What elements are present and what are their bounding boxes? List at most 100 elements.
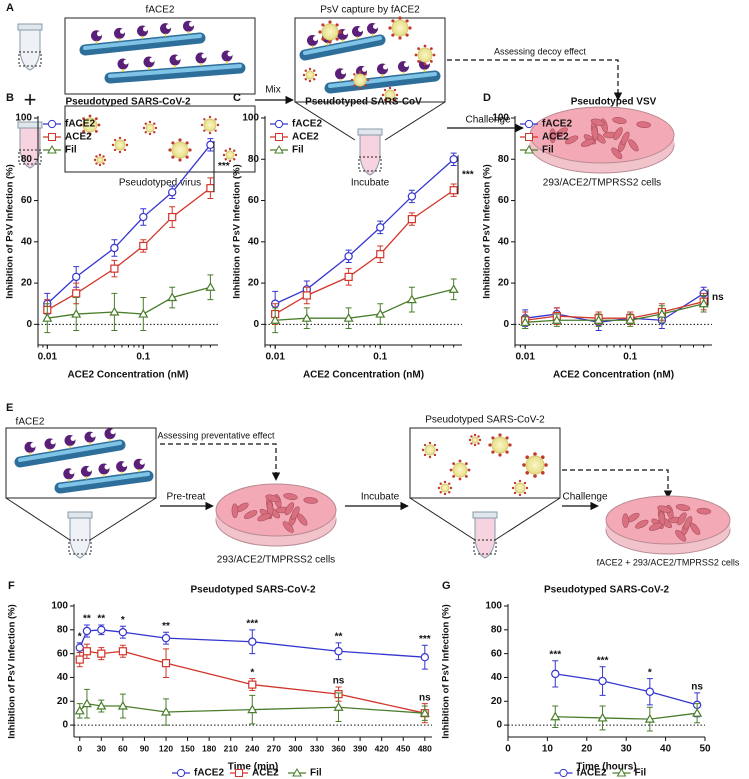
- x-tick-label: 0.1: [136, 352, 150, 363]
- spike: [171, 141, 175, 145]
- y-tick-label: 0: [496, 720, 502, 731]
- receptor-notch: [90, 432, 96, 438]
- spike: [428, 441, 432, 445]
- virion: [305, 70, 315, 80]
- panel-letter: G: [442, 580, 451, 592]
- tube: [67, 511, 93, 559]
- chart-title: Pseudotyped SARS-CoV: [305, 97, 422, 108]
- significance-label: ns: [419, 692, 431, 703]
- x-tick-label: 240: [245, 743, 259, 753]
- receptor-notch: [143, 26, 148, 32]
- cell: [657, 505, 672, 513]
- chart-title: Pseudotyped SARS-CoV-2: [190, 585, 315, 596]
- spike: [111, 143, 115, 147]
- cell: [689, 522, 701, 535]
- marker: [270, 315, 281, 324]
- y-tick-label: 60: [491, 648, 503, 659]
- y-tick-label: 80: [248, 154, 260, 165]
- series-line: [525, 301, 704, 321]
- marker: [334, 647, 343, 656]
- chart-title: Pseudotyped SARS-CoV-2: [544, 585, 669, 596]
- spike: [364, 73, 367, 76]
- receptor-notch: [404, 62, 409, 68]
- spike: [477, 442, 480, 445]
- spike: [429, 47, 433, 51]
- series-line: [274, 189, 455, 315]
- series-line: [47, 286, 211, 319]
- y-axis-label: Inhibition of PsV Infection (%): [232, 164, 243, 299]
- receptor-notch: [110, 429, 116, 435]
- receptor-notch: [120, 28, 125, 34]
- spike: [314, 73, 318, 77]
- spike: [233, 158, 236, 161]
- spike: [185, 155, 189, 159]
- receptor-notch: [343, 30, 348, 35]
- spike: [381, 93, 385, 97]
- spike: [452, 474, 456, 478]
- spike: [458, 477, 462, 481]
- comparison-label: ***: [462, 169, 474, 180]
- marker: [205, 282, 216, 291]
- virion: [424, 444, 436, 456]
- chart-title: Pseudotyped VSV: [571, 97, 657, 108]
- marker: [420, 653, 430, 662]
- marker: [42, 312, 53, 322]
- spike: [433, 453, 437, 457]
- cell: [636, 121, 651, 128]
- cell: [282, 521, 294, 533]
- marker: [118, 647, 127, 656]
- legend-label: Fil: [292, 145, 304, 156]
- virion: [514, 482, 526, 494]
- series-line: [525, 303, 704, 323]
- y-tick-label: 20: [21, 278, 33, 289]
- dashed-label: Assessing decoy effect: [494, 46, 586, 56]
- x-tick-label: 450: [396, 743, 410, 753]
- receptor-notch: [362, 66, 367, 72]
- marker: [82, 626, 92, 636]
- x-tick-label: 150: [180, 743, 194, 753]
- marker: [75, 655, 84, 664]
- marker: [81, 698, 92, 708]
- spike: [228, 147, 232, 151]
- spike: [353, 84, 356, 87]
- y-tick-label: 40: [57, 672, 69, 683]
- marker: [117, 700, 128, 710]
- spike: [103, 158, 107, 162]
- virion: [491, 436, 509, 454]
- spike: [498, 453, 502, 457]
- spike: [144, 122, 147, 125]
- receptor-notch: [341, 69, 346, 75]
- dish-label: 293/ACE2/TMPRSS2 cells: [543, 178, 661, 189]
- spike: [125, 143, 129, 147]
- receptor-notch: [123, 59, 129, 65]
- legend-marker: [524, 119, 534, 129]
- spike: [216, 123, 220, 127]
- spike: [468, 438, 472, 442]
- spike: [473, 433, 477, 437]
- y-tick-label: 40: [491, 672, 503, 683]
- cell: [564, 135, 579, 145]
- spike: [458, 459, 462, 463]
- spike: [102, 162, 105, 165]
- dish-label: 293/ACE2/TMPRSS2 cells: [217, 555, 335, 566]
- significance-label: **: [97, 614, 105, 625]
- spike: [423, 443, 427, 447]
- marker: [247, 704, 258, 714]
- rod-shine: [303, 36, 382, 55]
- spike: [470, 442, 473, 445]
- zoom-line: [5, 497, 157, 541]
- receptor-notch: [86, 466, 92, 472]
- virion: [321, 23, 339, 41]
- spike: [470, 435, 473, 438]
- comparison-label: ns: [712, 292, 724, 303]
- arrow-label: Pre-treat: [167, 492, 206, 503]
- chart: G Pseudotyped SARS-CoV-2 Time (hours) Inhib…: [441, 580, 711, 779]
- marker: [593, 315, 604, 324]
- x-tick-label: 10: [542, 744, 554, 755]
- rod-shine: [108, 64, 242, 78]
- spike: [366, 78, 370, 82]
- receptor-notch: [166, 24, 171, 30]
- marker: [138, 308, 149, 318]
- tube-cap: [67, 511, 93, 519]
- tube: [472, 511, 498, 559]
